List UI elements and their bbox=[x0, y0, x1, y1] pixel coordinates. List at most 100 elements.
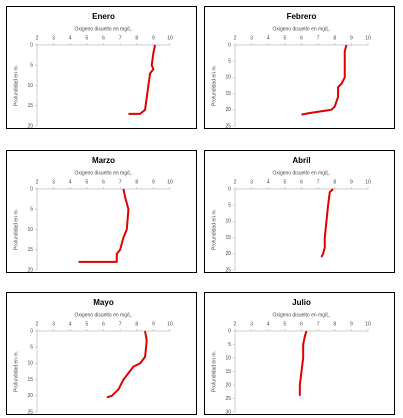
y-tick-label: 5 bbox=[228, 59, 231, 65]
y-tick-label: 20 bbox=[225, 251, 231, 257]
x-tick-label: 10 bbox=[365, 35, 371, 41]
x-tick-label: 2 bbox=[36, 35, 39, 41]
chart-panel: Enero Oxigeno disuelto en mg/L. Profundida… bbox=[6, 6, 197, 129]
x-tick-label: 6 bbox=[102, 321, 105, 327]
x-tick-label: 3 bbox=[250, 321, 253, 327]
x-axis-label: Oxigeno disuelto en mg/L. bbox=[74, 312, 132, 318]
chart-panel: Marzo Oxigeno disuelto en mg/L. Profundida… bbox=[6, 150, 197, 273]
x-tick-label: 10 bbox=[167, 35, 173, 41]
y-tick-label: 5 bbox=[228, 342, 231, 348]
y-tick-label: 0 bbox=[228, 42, 231, 48]
y-tick-label: 0 bbox=[228, 186, 231, 192]
x-axis-label: Oxigeno disuelto en mg/L. bbox=[74, 26, 132, 32]
x-tick-label: 5 bbox=[283, 321, 286, 327]
y-axis-label: Profundidad en m. bbox=[211, 65, 217, 106]
x-axis-label: Oxigeno disuelto en mg/L. bbox=[74, 170, 132, 176]
x-tick-label: 9 bbox=[350, 179, 353, 185]
data-line bbox=[106, 330, 148, 399]
y-tick-label: 30 bbox=[225, 409, 231, 415]
x-tick-label: 7 bbox=[119, 321, 122, 327]
y-tick-label: 15 bbox=[27, 377, 33, 383]
y-tick-label: 20 bbox=[27, 393, 33, 399]
x-tick-label: 7 bbox=[317, 35, 320, 41]
x-tick-label: 8 bbox=[135, 321, 138, 327]
x-tick-label: 10 bbox=[167, 321, 173, 327]
chart-title: Julio bbox=[292, 298, 311, 307]
chart-panel: Febrero Oxigeno disuelto en mg/L. Profundi… bbox=[204, 6, 395, 129]
x-tick-label: 9 bbox=[152, 179, 155, 185]
x-axis-label: Oxigeno disuelto en mg/L. bbox=[272, 312, 330, 318]
x-tick-label: 7 bbox=[119, 35, 122, 41]
x-tick-label: 9 bbox=[350, 35, 353, 41]
data-line bbox=[301, 44, 348, 116]
y-tick-label: 10 bbox=[27, 83, 33, 89]
x-tick-label: 4 bbox=[267, 321, 270, 327]
chart-title: Abril bbox=[292, 156, 310, 165]
chart-panel: Abril Oxigeno disuelto en mg/L. Profundida… bbox=[204, 150, 395, 273]
x-tick-label: 10 bbox=[365, 321, 371, 327]
y-tick-label: 15 bbox=[27, 247, 33, 253]
x-tick-label: 3 bbox=[250, 35, 253, 41]
y-tick-label: 15 bbox=[225, 369, 231, 375]
panel-border bbox=[6, 150, 197, 273]
data-line bbox=[320, 188, 334, 258]
x-tick-label: 3 bbox=[52, 35, 55, 41]
x-tick-label: 9 bbox=[350, 321, 353, 327]
x-tick-label: 8 bbox=[333, 179, 336, 185]
x-tick-label: 10 bbox=[167, 179, 173, 185]
y-tick-label: 10 bbox=[27, 227, 33, 233]
data-line bbox=[128, 44, 157, 115]
x-tick-label: 2 bbox=[234, 35, 237, 41]
y-axis-label: Profundidad en m. bbox=[211, 351, 217, 392]
x-tick-label: 5 bbox=[85, 321, 88, 327]
x-axis-label: Oxigeno disuelto en mg/L. bbox=[272, 170, 330, 176]
y-tick-label: 15 bbox=[225, 91, 231, 97]
data-line bbox=[78, 188, 130, 263]
x-tick-label: 7 bbox=[317, 321, 320, 327]
y-tick-label: 25 bbox=[225, 396, 231, 402]
x-tick-label: 3 bbox=[52, 179, 55, 185]
y-tick-label: 15 bbox=[225, 235, 231, 241]
x-tick-label: 6 bbox=[300, 179, 303, 185]
x-tick-label: 2 bbox=[36, 321, 39, 327]
x-tick-label: 7 bbox=[317, 179, 320, 185]
y-axis-label: Profundidad en m. bbox=[13, 351, 19, 392]
x-tick-label: 3 bbox=[52, 321, 55, 327]
y-tick-label: 5 bbox=[30, 207, 33, 213]
x-axis-label: Oxigeno disuelto en mg/L. bbox=[272, 26, 330, 32]
x-tick-label: 3 bbox=[250, 179, 253, 185]
y-tick-label: 5 bbox=[228, 203, 231, 209]
panel-border bbox=[204, 292, 395, 415]
x-tick-label: 6 bbox=[300, 35, 303, 41]
x-tick-label: 10 bbox=[365, 179, 371, 185]
y-tick-label: 0 bbox=[30, 328, 33, 334]
chart-title: Mayo bbox=[93, 298, 114, 307]
x-tick-label: 5 bbox=[85, 179, 88, 185]
panel-border bbox=[6, 292, 197, 415]
y-axis-label: Profundidad en m. bbox=[13, 65, 19, 106]
y-tick-label: 10 bbox=[225, 75, 231, 81]
x-tick-label: 2 bbox=[36, 179, 39, 185]
y-tick-label: 20 bbox=[225, 382, 231, 388]
x-tick-label: 8 bbox=[135, 35, 138, 41]
x-tick-label: 9 bbox=[152, 321, 155, 327]
y-tick-label: 0 bbox=[228, 328, 231, 334]
chart-panel: Julio Oxigeno disuelto en mg/L. Profundida… bbox=[204, 292, 395, 415]
y-tick-label: 0 bbox=[30, 186, 33, 192]
x-tick-label: 7 bbox=[119, 179, 122, 185]
chart-title: Marzo bbox=[92, 156, 115, 165]
y-axis-label: Profundidad en m. bbox=[211, 209, 217, 250]
panel-border bbox=[6, 6, 197, 129]
y-tick-label: 10 bbox=[225, 219, 231, 225]
y-tick-label: 25 bbox=[27, 409, 33, 415]
chart-title: Febrero bbox=[287, 12, 317, 21]
x-tick-label: 5 bbox=[283, 179, 286, 185]
x-tick-label: 5 bbox=[85, 35, 88, 41]
x-tick-label: 4 bbox=[267, 35, 270, 41]
y-tick-label: 20 bbox=[225, 107, 231, 113]
x-tick-label: 6 bbox=[300, 321, 303, 327]
y-tick-label: 20 bbox=[27, 123, 33, 129]
x-tick-label: 2 bbox=[234, 321, 237, 327]
y-tick-label: 20 bbox=[27, 267, 33, 273]
